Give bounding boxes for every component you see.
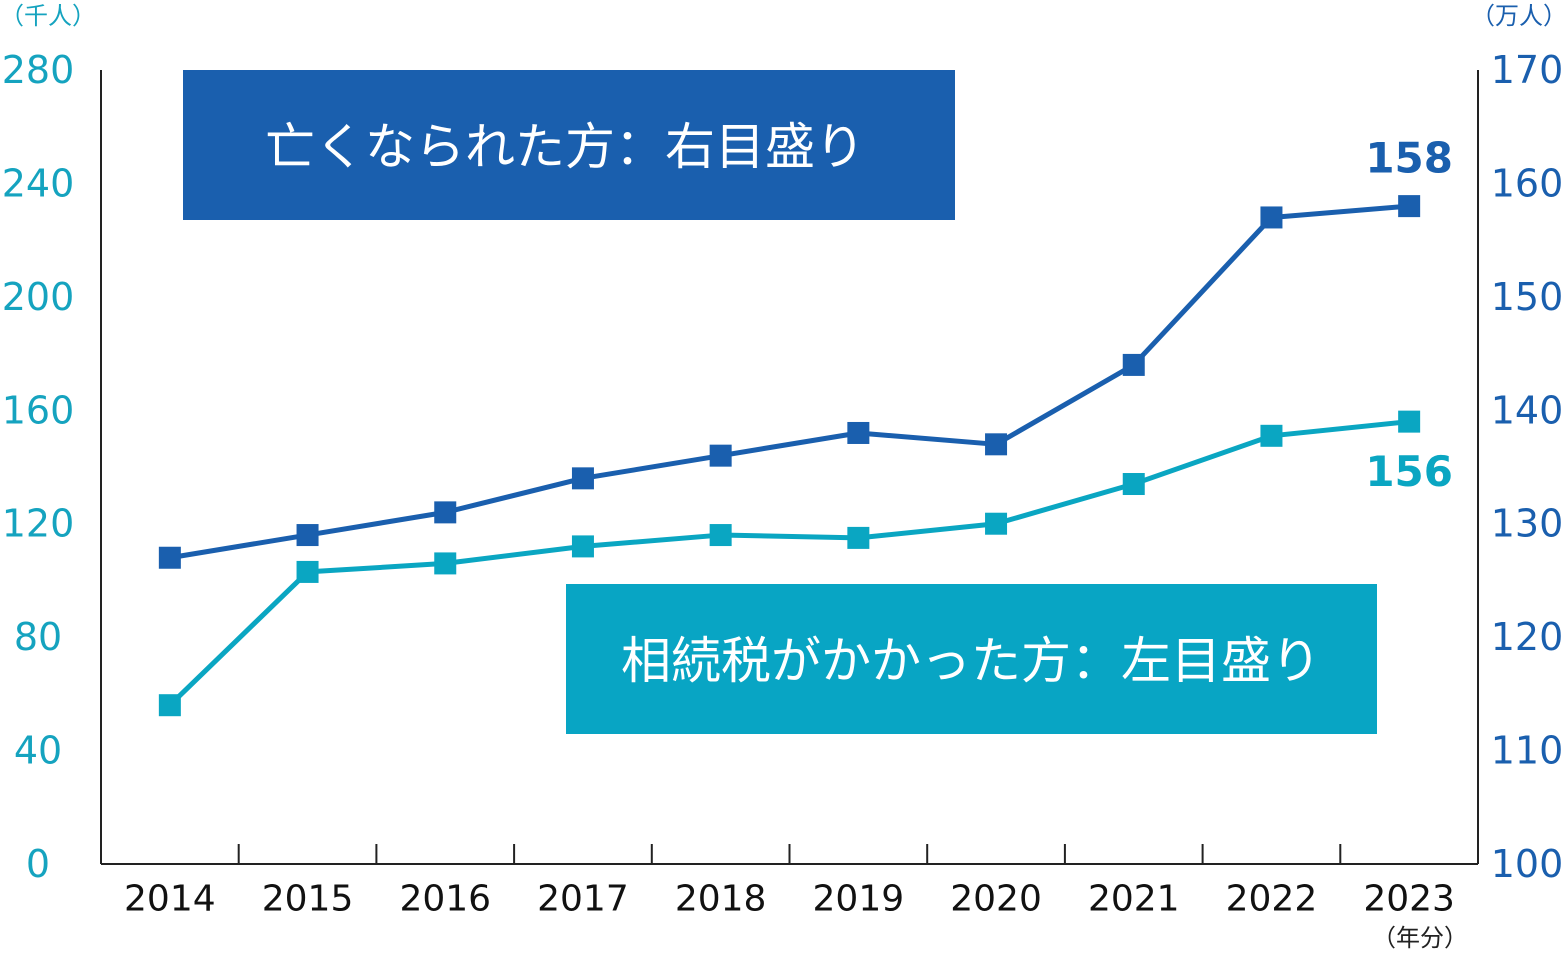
right-y-tick-label: 110 [1491, 729, 1564, 773]
series-point-taxed [1260, 424, 1283, 447]
series-point-deaths [1260, 206, 1283, 229]
left-y-tick-labels: 0 40 80 120 160 200 240 280 [2, 48, 75, 886]
series-point-deaths [985, 433, 1008, 456]
series-point-taxed [296, 560, 319, 583]
left-y-tick-label: 40 [14, 729, 62, 773]
x-tick-labels: 2014 2015 2016 2017 2018 2019 2020 2021 2022 2023 [124, 879, 1455, 920]
x-tick-label: 2015 [262, 879, 354, 920]
x-tick-label: 2014 [124, 879, 216, 920]
series-point-deaths [847, 421, 870, 444]
series-line-taxed [168, 419, 1410, 707]
left-y-tick-label: 0 [26, 842, 50, 886]
series-point-deaths [571, 467, 594, 490]
series-point-taxed [1122, 473, 1145, 496]
right-y-tick-label: 160 [1491, 161, 1564, 205]
legend-taxed-background [566, 584, 1377, 734]
x-axis-unit-label: （年分） [1372, 924, 1468, 952]
series-point-taxed [434, 552, 457, 575]
series-point-deaths [158, 546, 181, 569]
right-y-tick-label: 150 [1491, 275, 1564, 319]
left-y-tick-label: 280 [2, 48, 75, 92]
left-y-tick-label: 160 [2, 388, 75, 432]
series-point-deaths [296, 524, 319, 547]
series-point-taxed [1398, 410, 1421, 433]
left-axis-unit-label: （千人） [0, 2, 96, 30]
series-point-taxed [847, 526, 870, 549]
x-tick-label: 2023 [1363, 879, 1455, 920]
x-tick-label: 2016 [399, 879, 491, 920]
x-tick-label: 2018 [675, 879, 767, 920]
right-y-tick-labels: 100 110 120 130 140 150 160 170 [1491, 48, 1564, 886]
axes [100, 70, 1479, 865]
end-label-deaths: 158 [1365, 134, 1453, 183]
legend-deaths-text: 亡くなられた方：右目盛り [265, 118, 865, 176]
end-labels: 158 156 [1365, 134, 1453, 497]
series-point-deaths [434, 501, 457, 524]
x-tick-label: 2022 [1226, 879, 1318, 920]
series-point-taxed [571, 535, 594, 558]
legend-box-taxed: 相続税がかかった方：左目盛り [566, 584, 1377, 734]
legend-deaths-background [183, 70, 955, 220]
series-layer [158, 195, 1421, 717]
x-tick-label: 2021 [1088, 879, 1180, 920]
x-tick-label: 2020 [950, 879, 1042, 920]
series-line-deaths [169, 203, 1410, 561]
series-point-taxed [709, 524, 732, 547]
right-y-tick-label: 170 [1491, 48, 1564, 92]
left-y-tick-label: 200 [2, 275, 75, 319]
x-tick-label: 2017 [537, 879, 629, 920]
right-y-tick-label: 100 [1491, 842, 1564, 886]
series-point-taxed [985, 512, 1008, 535]
series-point-deaths [709, 444, 732, 467]
x-tick-label: 2019 [813, 879, 905, 920]
series-point-taxed [158, 694, 181, 717]
left-y-tick-label: 80 [14, 615, 62, 659]
right-axis-unit-label: （万人） [1471, 2, 1567, 30]
right-y-tick-label: 120 [1491, 615, 1564, 659]
legend-taxed-text: 相続税がかかった方：左目盛り [621, 632, 1321, 690]
series-point-deaths [1398, 195, 1421, 218]
end-label-taxed: 156 [1365, 447, 1453, 496]
series-point-deaths [1122, 353, 1145, 376]
left-y-tick-label: 240 [2, 161, 75, 205]
right-y-tick-label: 130 [1491, 502, 1564, 546]
right-y-tick-label: 140 [1491, 388, 1564, 432]
left-y-tick-label: 120 [2, 502, 75, 546]
legend-box-deaths: 亡くなられた方：右目盛り [183, 70, 955, 220]
